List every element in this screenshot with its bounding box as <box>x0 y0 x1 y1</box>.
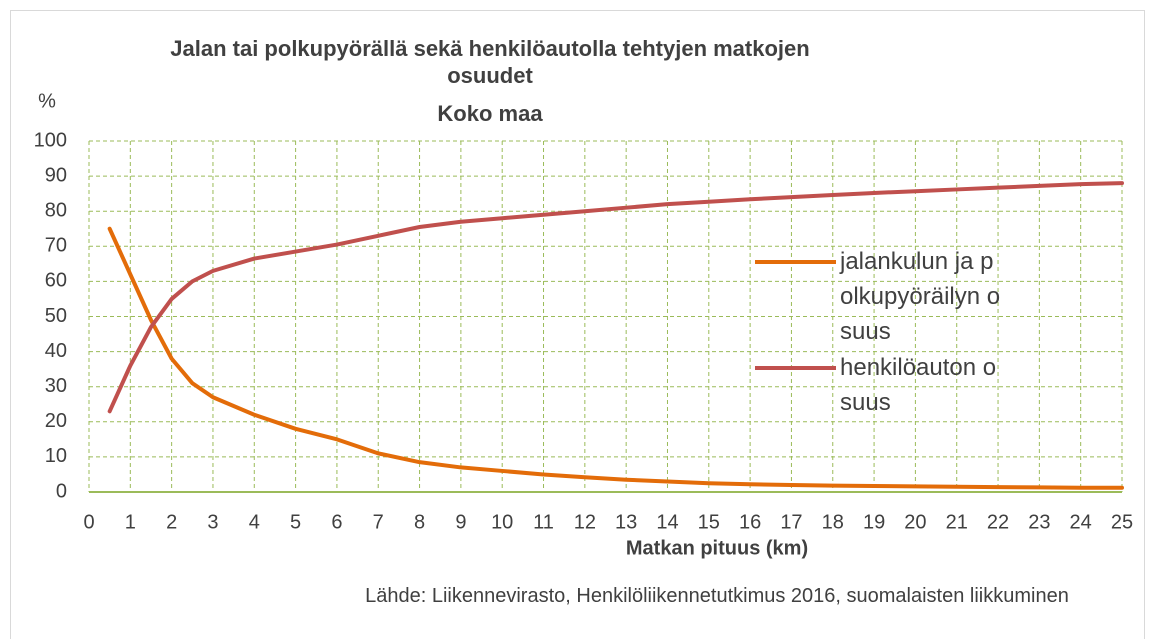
y-tick-label: 80 <box>45 199 67 221</box>
x-tick-label: 24 <box>1070 511 1092 533</box>
y-axis-label: % <box>38 90 56 112</box>
x-tick-label: 0 <box>83 511 94 533</box>
y-tick-label: 30 <box>45 375 67 397</box>
x-tick-label: 8 <box>414 511 425 533</box>
x-tick-label: 1 <box>125 511 136 533</box>
x-tick-label: 13 <box>615 511 637 533</box>
x-tick-label: 12 <box>574 511 596 533</box>
series-line <box>107 181 1124 414</box>
x-tick-label: 9 <box>455 511 466 533</box>
y-tick-label: 70 <box>45 235 67 257</box>
x-tick-label: 14 <box>656 511 678 533</box>
source-note: Lähde: Liikennevirasto, Henkilöliikennet… <box>365 585 1069 607</box>
x-tick-label: 11 <box>533 511 554 533</box>
y-tick-label: 0 <box>56 480 67 502</box>
x-axis-label: Matkan pituus (km) <box>626 537 808 559</box>
y-tick-label: 100 <box>34 129 67 151</box>
x-tick-label: 4 <box>249 511 260 533</box>
y-tick-label: 10 <box>45 445 67 467</box>
x-tick-label: 23 <box>1028 511 1050 533</box>
x-tick-label: 19 <box>863 511 885 533</box>
x-tick-label: 22 <box>987 511 1009 533</box>
x-tick-label: 20 <box>904 511 926 533</box>
y-tick-label: 90 <box>45 164 67 186</box>
frame <box>10 10 1145 639</box>
x-tick-label: 7 <box>373 511 384 533</box>
x-tick-label: 15 <box>698 511 720 533</box>
x-tick-label: 6 <box>331 511 342 533</box>
y-tick-label: 40 <box>45 340 67 362</box>
legend-label: jalankulun ja polkupyöräilyn osuus <box>840 248 1001 345</box>
x-tick-label: 17 <box>780 511 802 533</box>
x-tick-label: 16 <box>739 511 761 533</box>
x-tick-label: 18 <box>822 511 844 533</box>
x-tick-label: 10 <box>491 511 513 533</box>
series-line <box>107 226 1124 490</box>
x-tick-label: 25 <box>1111 511 1133 533</box>
y-tick-label: 60 <box>45 270 67 292</box>
x-tick-label: 21 <box>946 511 968 533</box>
x-tick-label: 5 <box>290 511 301 533</box>
y-tick-label: 50 <box>45 305 67 327</box>
x-tick-label: 3 <box>207 511 218 533</box>
y-tick-label: 20 <box>45 410 67 432</box>
legend-label: henkilöauton osuus <box>840 354 997 416</box>
chart-title: Jalan tai polkupyörällä sekä henkilöauto… <box>170 36 810 88</box>
x-tick-label: 2 <box>166 511 177 533</box>
chart-subtitle: Koko maa <box>437 101 543 126</box>
